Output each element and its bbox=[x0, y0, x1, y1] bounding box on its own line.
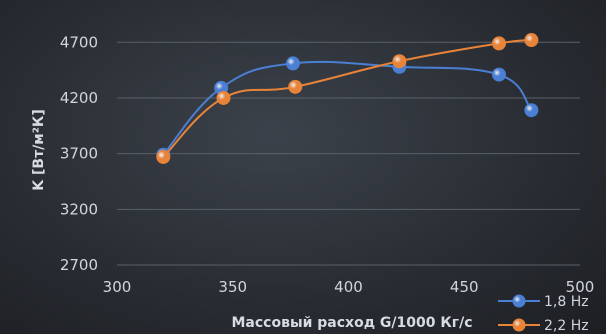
series-1-point-0 bbox=[156, 149, 171, 164]
legend-label-1: 2,2 Hz bbox=[544, 318, 589, 334]
series-1-point-3 bbox=[392, 54, 407, 69]
series-line-0 bbox=[162, 60, 533, 156]
y-axis-title: K [Вт/м²К] bbox=[31, 109, 47, 190]
series-0-point-2 bbox=[285, 56, 300, 71]
legend-label-0: 1,8 Hz bbox=[544, 294, 589, 310]
x-tick-label-1: 350 bbox=[218, 278, 247, 296]
legend: 1,8 Hz 2,2 Hz bbox=[498, 294, 589, 334]
y-tick-label-1: 3200 bbox=[60, 200, 98, 218]
y-tick-label-2: 3700 bbox=[60, 145, 98, 163]
gridlines bbox=[117, 41, 580, 266]
x-tick-label-2: 400 bbox=[334, 278, 363, 296]
x-tick-label-0: 300 bbox=[103, 278, 132, 296]
series-group bbox=[156, 33, 539, 164]
x-tick-label-3: 450 bbox=[450, 278, 479, 296]
series-1-point-2 bbox=[288, 79, 303, 94]
y-tick-label-4: 4700 bbox=[60, 33, 98, 51]
series-1-point-4 bbox=[491, 36, 506, 51]
tick-labels: 2700 3200 3700 4200 4700 300 350 400 450 500 bbox=[60, 33, 595, 296]
series-1-point-1 bbox=[216, 90, 231, 105]
y-tick-label-3: 4200 bbox=[60, 89, 98, 107]
series-1 bbox=[156, 33, 539, 164]
series-0 bbox=[156, 56, 539, 162]
series-0-point-5 bbox=[524, 103, 539, 118]
y-tick-label-0: 2700 bbox=[60, 256, 98, 274]
x-axis-title: Массовый расход G/1000 Кг/с bbox=[231, 315, 472, 331]
legend-marker-1 bbox=[512, 318, 526, 332]
series-0-point-4 bbox=[491, 67, 506, 82]
x-tick-label-4: 500 bbox=[566, 278, 595, 296]
legend-marker-0 bbox=[512, 294, 526, 308]
series-1-point-5 bbox=[524, 33, 539, 48]
